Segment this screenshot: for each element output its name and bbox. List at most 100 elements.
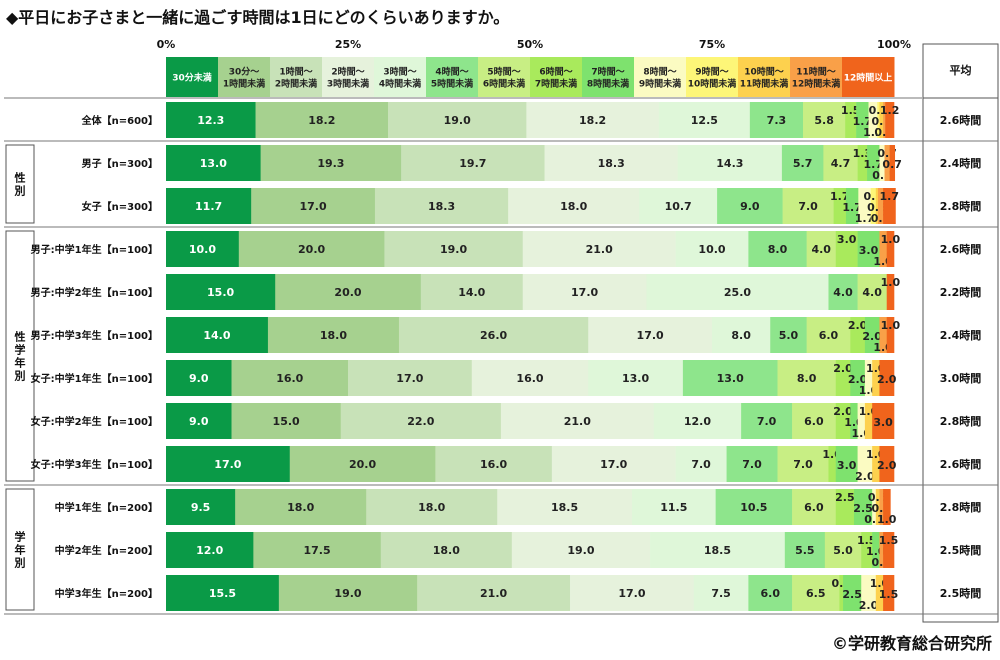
bar-segment bbox=[544, 145, 679, 181]
bar-segment bbox=[570, 575, 695, 611]
legend-label: 30分未満 bbox=[172, 72, 212, 84]
bar-segment bbox=[166, 403, 232, 439]
data-label: 18.3 bbox=[428, 200, 455, 213]
bar-segment bbox=[238, 231, 385, 267]
data-label: 18.5 bbox=[704, 544, 731, 557]
average-value: 3.0時間 bbox=[940, 371, 982, 385]
bar-segment bbox=[675, 231, 749, 267]
data-label: 15.5 bbox=[209, 587, 236, 600]
data-label: 6.0 bbox=[760, 587, 780, 600]
data-label: 11.7 bbox=[195, 200, 222, 213]
data-label: 1.5 bbox=[841, 104, 861, 117]
chart-title: ◆平日にお子さまと一緒に過ごす時間は1日にどのくらいありますか。 bbox=[6, 8, 510, 27]
bar-segment bbox=[166, 446, 291, 482]
copyright-text: ©学研教育総合研究所 bbox=[831, 634, 992, 653]
bar-segment bbox=[653, 403, 742, 439]
bar-segment bbox=[388, 102, 527, 138]
bar-segment bbox=[792, 575, 840, 611]
bar-segment bbox=[857, 274, 888, 310]
data-label: 17.0 bbox=[299, 200, 326, 213]
legend-label: 12時間以上 bbox=[844, 72, 893, 84]
axis-tick-label: 0% bbox=[157, 38, 176, 51]
data-label: 5.0 bbox=[779, 329, 799, 342]
group-label-char: 年 bbox=[15, 356, 26, 370]
data-label: 7.3 bbox=[767, 114, 787, 127]
bar-segment bbox=[508, 188, 640, 224]
average-value: 2.6時間 bbox=[940, 242, 982, 256]
data-label: 17.0 bbox=[214, 458, 241, 471]
bar-segment bbox=[828, 446, 837, 482]
data-label: 2.0 bbox=[855, 470, 875, 483]
row-label: 男子:中学2年生【n=100】 bbox=[31, 286, 158, 299]
bar-segment bbox=[868, 102, 878, 138]
group-label-box bbox=[5, 144, 35, 224]
legend-swatch bbox=[322, 57, 375, 97]
data-label: 1.7 bbox=[853, 115, 873, 128]
bar-segment bbox=[853, 489, 873, 525]
bar-segment bbox=[435, 446, 553, 482]
data-label: 1.7 bbox=[864, 158, 884, 171]
bar-segment bbox=[639, 188, 718, 224]
bar-segment bbox=[588, 317, 713, 353]
axis-tick-label: 100% bbox=[877, 38, 911, 51]
data-label: 20.0 bbox=[334, 286, 361, 299]
group-label-char: 学 bbox=[15, 343, 26, 357]
data-label: 10.7 bbox=[665, 200, 692, 213]
bar-segment bbox=[886, 231, 895, 267]
data-label: 7.0 bbox=[798, 200, 818, 213]
data-label: 2.0 bbox=[848, 373, 868, 386]
bar-segment bbox=[877, 188, 884, 224]
bar-segment bbox=[857, 145, 868, 181]
bar-segment bbox=[843, 575, 862, 611]
data-label: 2.0 bbox=[859, 599, 879, 612]
data-label: 19.0 bbox=[440, 243, 467, 256]
row-label: 男子:中学3年生【n=100】 bbox=[31, 329, 158, 342]
bar-segment bbox=[792, 489, 837, 525]
data-label: 20.0 bbox=[298, 243, 325, 256]
bar-segment bbox=[833, 188, 847, 224]
data-label: 17.0 bbox=[571, 286, 598, 299]
bar-segment bbox=[879, 317, 888, 353]
bar-segment bbox=[784, 532, 826, 568]
legend-swatch bbox=[790, 57, 843, 97]
legend-label: 7時間未満 bbox=[535, 78, 577, 90]
data-label: 19.0 bbox=[444, 114, 471, 127]
bar-segment bbox=[877, 102, 880, 138]
average-header: 平均 bbox=[950, 63, 972, 77]
data-label: 16.0 bbox=[516, 372, 543, 385]
data-label: 9.5 bbox=[191, 501, 211, 514]
data-label: 10.0 bbox=[698, 243, 725, 256]
bar-segment bbox=[845, 102, 857, 138]
legend-swatch bbox=[686, 57, 739, 97]
legend-label: 5時間未満 bbox=[431, 78, 473, 90]
data-label: 18.0 bbox=[287, 501, 314, 514]
bar-segment bbox=[231, 360, 349, 396]
bar-segment bbox=[875, 575, 884, 611]
bar-segment bbox=[166, 575, 280, 611]
bar-segment bbox=[875, 489, 880, 525]
data-label: 14.3 bbox=[716, 157, 743, 170]
legend-label: 7時間～ bbox=[591, 66, 624, 78]
data-label: 1.7 bbox=[880, 190, 900, 203]
bar-segment bbox=[497, 489, 633, 525]
bar-segment bbox=[260, 145, 402, 181]
data-label: 6.0 bbox=[804, 501, 824, 514]
bar-segment bbox=[824, 532, 862, 568]
axis-tick-label: 75% bbox=[699, 38, 725, 51]
data-label: 5.0 bbox=[833, 544, 853, 557]
data-label: 12.0 bbox=[196, 544, 223, 557]
data-label: 21.0 bbox=[564, 415, 591, 428]
bar-segment bbox=[401, 145, 545, 181]
bar-segment bbox=[420, 274, 524, 310]
bar-segment bbox=[471, 360, 589, 396]
bar-segment bbox=[166, 231, 240, 267]
bar-segment bbox=[348, 360, 473, 396]
legend-swatch bbox=[426, 57, 479, 97]
bar-segment bbox=[872, 360, 880, 396]
bar-segment bbox=[889, 145, 896, 181]
bar-segment bbox=[879, 145, 885, 181]
axis-tick-label: 50% bbox=[517, 38, 543, 51]
legend-label: 1時間未満 bbox=[223, 78, 265, 90]
bar-segment bbox=[748, 575, 793, 611]
bar-segment bbox=[717, 188, 783, 224]
